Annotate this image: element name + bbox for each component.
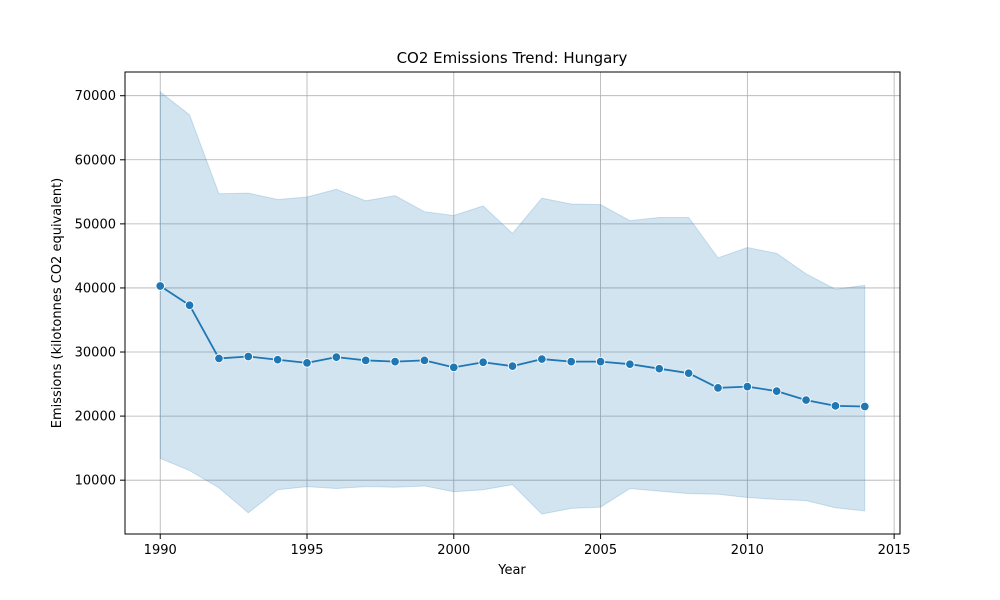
data-point	[830, 401, 841, 411]
data-point	[331, 352, 342, 362]
plot-area-frame	[124, 71, 901, 535]
data-point	[801, 395, 811, 405]
data-point	[595, 356, 606, 367]
chart-title: CO2 Emissions Trend: Hungary	[397, 49, 628, 67]
data-point	[537, 354, 547, 364]
x-tick-label: 2015	[878, 543, 911, 558]
y-tick-label: 10000	[75, 474, 116, 489]
data-point	[742, 381, 753, 392]
confidence-band-layer	[159, 90, 866, 515]
x-tick-label: 2010	[731, 543, 764, 558]
y-tick-label: 60000	[75, 153, 116, 168]
y-axis-ticks: 10000 20000 30000 40000 50000 60000 70000	[75, 89, 125, 489]
data-point	[449, 362, 459, 373]
data-point	[625, 359, 635, 369]
data-point	[654, 363, 665, 374]
y-tick-label: 30000	[75, 346, 116, 361]
data-point	[713, 383, 723, 393]
data-point	[390, 356, 400, 367]
y-axis-label: Emissions (kilotonnes CO2 equivalent)	[50, 178, 65, 428]
data-point	[184, 300, 195, 310]
y-tick-label: 70000	[75, 89, 116, 104]
data-point	[272, 354, 283, 365]
data-point	[860, 401, 870, 412]
data-point	[155, 281, 165, 291]
x-tick-label: 2000	[437, 543, 470, 558]
data-point	[360, 355, 371, 366]
y-tick-label: 40000	[75, 281, 116, 296]
y-tick-label: 20000	[75, 410, 116, 425]
data-point	[243, 351, 254, 362]
data-points	[155, 281, 870, 412]
x-tick-label: 1995	[290, 543, 323, 558]
grid-lines	[125, 72, 900, 534]
data-point	[419, 355, 430, 366]
data-point	[214, 353, 224, 364]
confidence-band	[159, 90, 866, 515]
x-tick-label: 2005	[584, 543, 617, 558]
data-point	[771, 386, 782, 396]
data-point	[478, 357, 488, 368]
data-point	[566, 356, 576, 367]
x-tick-label: 1990	[144, 543, 177, 558]
data-point	[683, 368, 694, 378]
data-point	[507, 361, 518, 371]
y-tick-label: 50000	[75, 217, 116, 232]
x-axis-ticks: 1990 1995 2000 2005 2010 2015	[144, 534, 911, 558]
data-point	[302, 358, 312, 368]
x-axis-label: Year	[497, 563, 526, 578]
